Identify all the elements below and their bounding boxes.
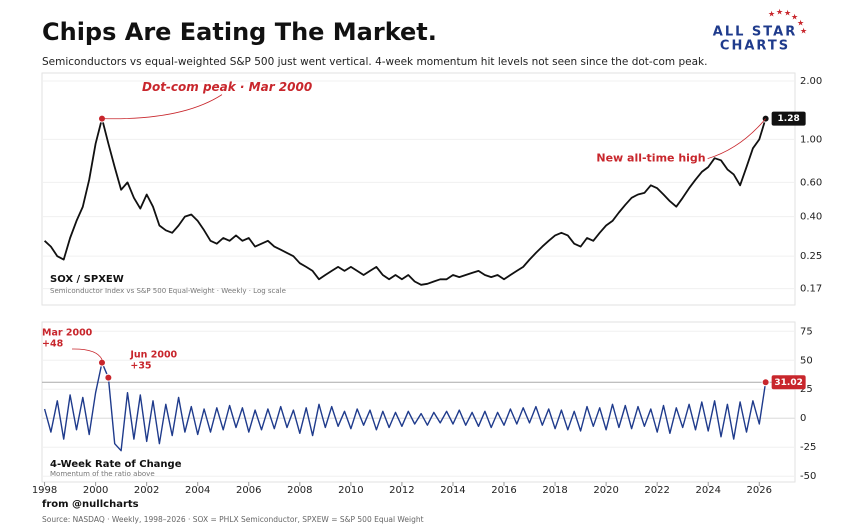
svg-text:★: ★	[776, 8, 783, 17]
annotation-connector	[707, 118, 766, 159]
svg-text:★: ★	[800, 27, 807, 36]
x-tick-label: 2002	[134, 485, 159, 496]
panel-subtitle: Momentum of the ratio above	[50, 470, 155, 478]
series-line	[43, 117, 767, 286]
annotation-dot	[97, 358, 106, 367]
annotation: Dot-com peak · Mar 2000	[142, 80, 312, 94]
annotation-dot	[104, 373, 113, 382]
x-tick-label: 2018	[542, 485, 567, 496]
annotation: New all-time high	[596, 152, 705, 165]
x-tick-label: 2004	[185, 485, 210, 496]
svg-text:★: ★	[797, 19, 804, 28]
y-tick-label: 50	[800, 355, 813, 366]
y-tick-label: 25	[800, 384, 813, 395]
x-tick-label: 2008	[287, 485, 312, 496]
x-tick-label: 2006	[236, 485, 261, 496]
y-tick-label: 0.40	[800, 212, 822, 223]
x-tick-label: 2022	[644, 485, 669, 496]
y-tick-label: 0	[800, 413, 806, 424]
subtitle: Semiconductors vs equal-weighted S&P 500…	[42, 56, 707, 68]
x-tick-label: 2020	[593, 485, 618, 496]
y-tick-label: 0.25	[800, 251, 822, 262]
value-badge	[771, 111, 806, 126]
x-tick-label: 2016	[491, 485, 516, 496]
y-tick-label: 2.00	[800, 76, 822, 87]
annotation: Jun 2000	[129, 350, 177, 361]
x-tick-label: 1998	[32, 485, 57, 496]
x-tick-label: 2024	[695, 485, 720, 496]
panel-subtitle: Semiconductor Index vs S&P 500 Equal-Wei…	[50, 287, 286, 295]
logo: ALL STAR CHARTS ★ ★ ★ ★★★	[713, 8, 807, 54]
series-line	[43, 361, 767, 452]
y-tick-label: 75	[800, 326, 813, 337]
y-tick-label: 0.60	[800, 177, 822, 188]
x-tick-label: 2026	[747, 485, 772, 496]
last-point	[761, 378, 770, 387]
value-badge-label: 31.02	[774, 378, 802, 388]
x-tick-label: 2000	[83, 485, 108, 496]
svg-text:★: ★	[791, 13, 798, 22]
y-tick-label: 1.00	[800, 134, 822, 145]
title: Chips Are Eating The Market.	[42, 18, 437, 46]
x-tick-label: 2012	[389, 485, 414, 496]
panel-title: 4-Week Rate of Change	[50, 459, 182, 470]
source: Source: NASDAQ · Weekly, 1998–2026 · SOX…	[42, 515, 424, 524]
annotation-connector	[101, 94, 223, 120]
panel-frame	[41, 72, 796, 306]
annotation-value: +48	[42, 339, 64, 350]
logo-stars: ★ ★ ★ ★★★	[768, 8, 807, 36]
credit: from @nullcharts	[42, 499, 139, 510]
annotation-connector	[71, 348, 103, 360]
value-badge-label: 1.28	[778, 114, 800, 124]
x-tick-label: 2010	[338, 485, 363, 496]
y-tick-label: -25	[800, 442, 816, 453]
panel-frame	[41, 321, 796, 483]
y-tick-label: -50	[800, 471, 816, 482]
annotation-value: +35	[130, 361, 151, 372]
logo-text: ALL STAR	[713, 25, 797, 40]
panel-title: SOX / SPXEW	[50, 274, 124, 285]
value-badge	[771, 375, 806, 390]
x-tick-label: 2014	[440, 485, 465, 496]
y-tick-label: 0.17	[800, 284, 822, 295]
svg-text:★: ★	[768, 10, 775, 19]
svg-text:★: ★	[784, 9, 791, 18]
logo-text: CHARTS	[720, 39, 790, 54]
annotation: Mar 2000	[42, 328, 93, 339]
